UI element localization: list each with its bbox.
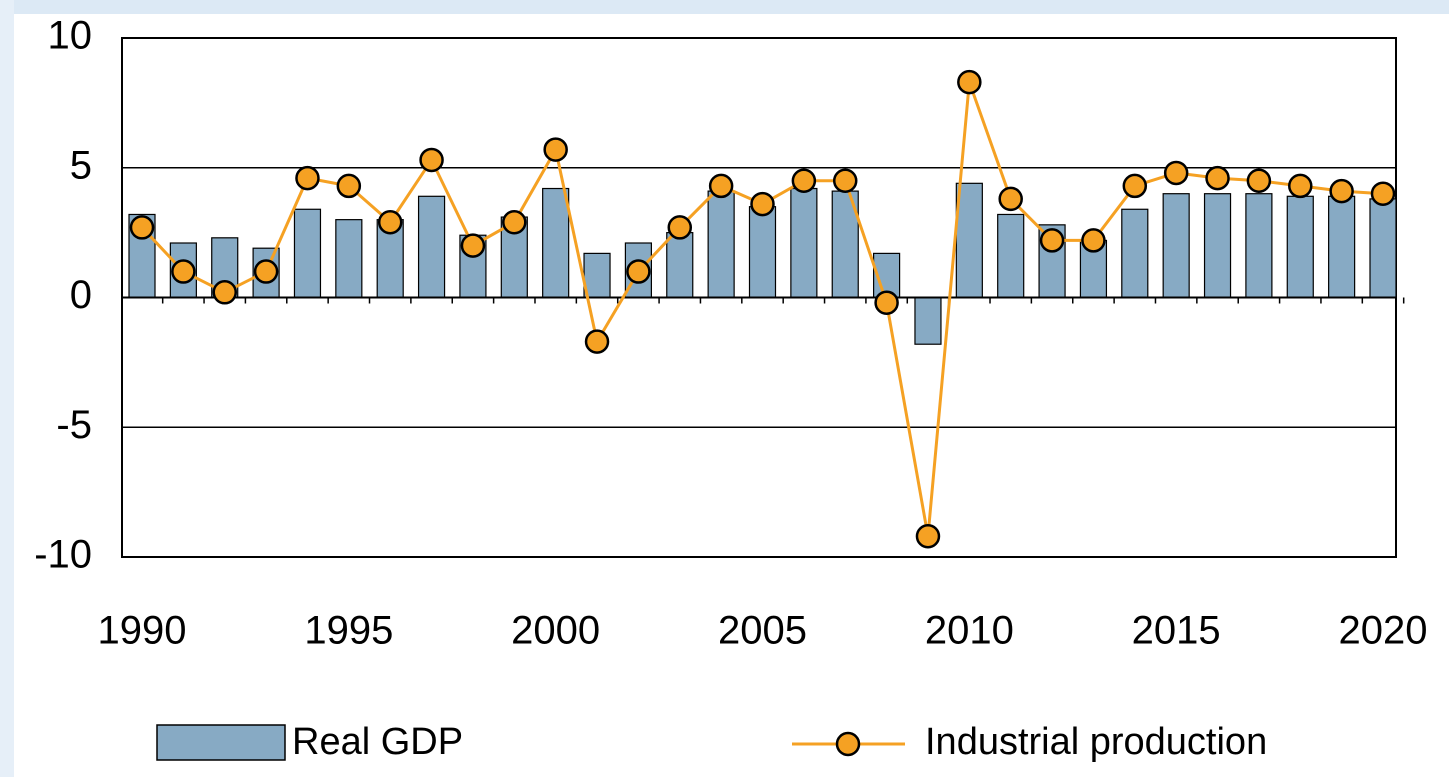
marker — [1288, 173, 1313, 199]
slide-edge — [0, 0, 14, 777]
marker — [1370, 181, 1396, 206]
legend-swatch — [156, 724, 286, 761]
marker — [253, 259, 279, 284]
marker — [129, 215, 155, 240]
marker — [212, 280, 237, 305]
x-tick-label: 2020 — [1339, 609, 1428, 653]
marker — [1122, 173, 1148, 199]
marker — [460, 233, 486, 258]
bar — [1369, 198, 1397, 299]
slide-band — [0, 0, 1449, 14]
marker — [1039, 228, 1065, 253]
bar — [293, 208, 322, 299]
marker — [791, 168, 817, 193]
marker — [708, 173, 734, 199]
bar — [1162, 193, 1190, 299]
marker — [998, 186, 1023, 212]
x-tick-label: 2005 — [718, 609, 807, 653]
marker — [957, 69, 982, 95]
bar — [997, 213, 1025, 299]
bar — [748, 206, 777, 299]
x-tick-label: 1990 — [98, 609, 187, 653]
bar — [1328, 195, 1356, 299]
legend-label: Real GDP — [292, 721, 463, 763]
x-tick-label: 2000 — [511, 609, 600, 653]
bar — [1121, 208, 1149, 299]
marker — [1205, 165, 1230, 191]
marker — [295, 165, 320, 191]
marker — [336, 173, 362, 199]
bar — [707, 190, 735, 299]
marker — [832, 168, 858, 193]
legend-label: Industrial production — [925, 721, 1267, 763]
y-tick-label: 5 — [70, 143, 92, 187]
marker — [750, 191, 775, 217]
marker — [1081, 228, 1106, 253]
marker — [1246, 168, 1272, 193]
y-tick-label: -10 — [34, 533, 92, 577]
marker — [1163, 160, 1189, 186]
bar — [335, 219, 363, 299]
marker — [419, 147, 444, 173]
bar — [790, 187, 818, 299]
marker — [171, 259, 196, 284]
bar — [955, 182, 983, 299]
marker — [377, 209, 403, 235]
x-tick-label: 2010 — [925, 609, 1014, 653]
bar — [1286, 195, 1314, 299]
y-tick-label: -5 — [56, 403, 92, 447]
bar — [583, 252, 611, 299]
marker — [626, 259, 651, 284]
legend-marker — [835, 731, 861, 757]
marker — [667, 215, 693, 240]
x-tick-label: 1995 — [304, 609, 393, 653]
bar — [417, 195, 446, 299]
bar — [542, 187, 570, 299]
x-tick-label: 2015 — [1132, 609, 1221, 653]
marker — [1329, 178, 1354, 204]
marker — [502, 209, 527, 235]
y-tick-label: 0 — [70, 273, 92, 317]
marker — [874, 290, 899, 315]
bar — [666, 232, 694, 299]
bar — [1203, 193, 1232, 299]
bar — [1245, 193, 1273, 299]
marker — [584, 329, 610, 354]
marker — [915, 523, 941, 549]
bar — [914, 296, 942, 345]
marker — [543, 137, 568, 162]
y-tick-label: 10 — [48, 14, 93, 58]
